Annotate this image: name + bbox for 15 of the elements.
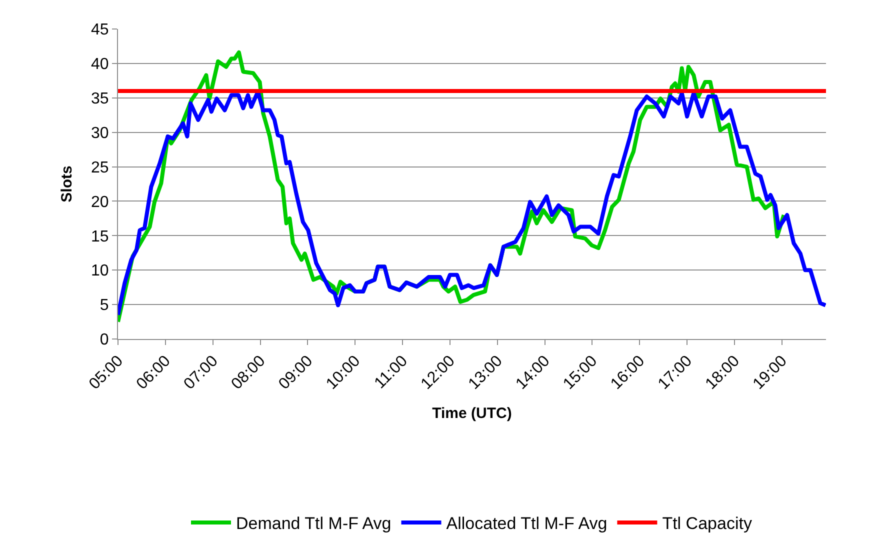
y-tick-label: 45 [91,22,109,39]
y-tick-label: 40 [91,56,109,74]
legend-label: Allocated Ttl M-F Avg [446,514,608,534]
y-tick-label: 0 [100,332,109,349]
legend-label: Ttl Capacity [662,514,752,534]
y-tick-label: 20 [91,194,109,211]
legend-label: Demand Ttl M-F Avg [236,514,392,534]
y-tick-label: 15 [91,228,109,246]
y-tick-label: 30 [91,124,109,142]
y-tick-label: 35 [91,90,109,108]
y-tick-label: 10 [91,262,109,280]
x-axis-title: Time (UTC) [432,405,512,422]
y-tick-label: 5 [100,297,109,314]
y-axis-title: Slots [58,166,76,202]
y-tick-label: 25 [91,159,109,176]
